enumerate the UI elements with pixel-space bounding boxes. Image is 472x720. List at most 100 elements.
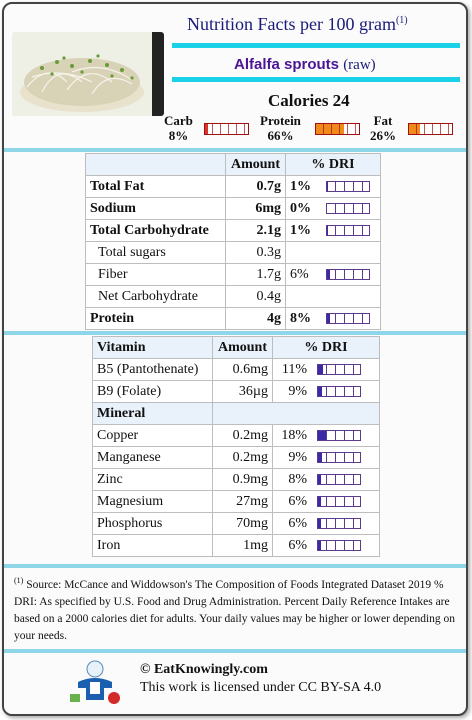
- dri-bar: [326, 203, 370, 214]
- fat-bar: [408, 123, 453, 135]
- nutrient-amount: 0.2mg: [212, 424, 273, 447]
- nutrient-amount: 6mg: [225, 197, 286, 220]
- nutrient-amount: 0.7g: [225, 175, 286, 198]
- dri-percent: 1%: [290, 222, 311, 238]
- nutrient-amount: 0.9mg: [212, 468, 273, 491]
- nutrient-amount: 4g: [225, 307, 286, 330]
- food-name: Alfalfa sprouts (raw): [234, 56, 376, 73]
- nutrient-name: Total Carbohydrate: [85, 219, 226, 242]
- nutrient-amount: 70mg: [212, 512, 273, 535]
- nutrient-dri: 9%: [272, 446, 380, 469]
- nutrient-amount: 0.2mg: [212, 446, 273, 469]
- dri-bar: [317, 474, 361, 485]
- title-underline: [172, 43, 460, 48]
- nutrient-dri: [285, 285, 381, 308]
- dri-bar: [326, 225, 370, 236]
- nutrient-dri: 6%: [285, 263, 381, 286]
- nutrition-card: Nutrition Facts per 100 gram(1) Alfalfa …: [2, 2, 468, 716]
- header-vitamin: Vitamin: [92, 336, 213, 359]
- nutrient-dri: 6%: [272, 512, 380, 535]
- nutrient-amount: 0.4g: [225, 285, 286, 308]
- nutrient-amount: 2.1g: [225, 219, 286, 242]
- nutrient-amount: 27mg: [212, 490, 273, 513]
- nutrient-dri: 9%: [272, 380, 380, 403]
- nutrient-dri: 1%: [285, 175, 381, 198]
- table-row: Total sugars 0.3g: [85, 241, 381, 264]
- header-amount: Amount: [225, 153, 286, 176]
- table-row: B5 (Pantothenate) 0.6mg 11%: [92, 358, 380, 381]
- table-row: Manganese 0.2mg 9%: [92, 446, 380, 469]
- section-divider: [4, 148, 466, 152]
- nutrient-name: Copper: [92, 424, 213, 447]
- nutrient-dri: [285, 241, 381, 264]
- dri-bar: [317, 452, 361, 463]
- macro-carb: Carb 8%: [164, 113, 193, 143]
- dri-bar: [317, 364, 361, 375]
- dri-percent: 6%: [290, 266, 309, 282]
- nutrient-dri: 6%: [272, 490, 380, 513]
- site-name: © EatKnowingly.com: [140, 662, 268, 677]
- dri-percent: 8%: [288, 471, 307, 487]
- nutrient-name: Phosphorus: [92, 512, 213, 535]
- dri-percent: 8%: [290, 310, 311, 326]
- table-row: Net Carbohydrate 0.4g: [85, 285, 381, 308]
- protein-bar: [315, 123, 360, 135]
- dri-percent: 18%: [281, 427, 307, 443]
- dri-percent: 9%: [288, 383, 307, 399]
- macro-fat: Fat 26%: [370, 113, 396, 143]
- table-row: Fiber 1.7g 6%: [85, 263, 381, 286]
- table-row: B9 (Folate) 36µg 9%: [92, 380, 380, 403]
- dri-bar: [326, 181, 370, 192]
- nutrient-name: B9 (Folate): [92, 380, 213, 403]
- table-row: Iron 1mg 6%: [92, 534, 380, 557]
- dri-bar: [317, 540, 361, 551]
- site-logo: [70, 660, 120, 704]
- vitamins-minerals-table: Vitamin Amount % DRI B5 (Pantothenate) 0.…: [92, 336, 380, 557]
- nutrient-dri: 8%: [272, 468, 380, 491]
- dri-bar: [317, 386, 361, 397]
- nutrient-amount: 36µg: [212, 380, 273, 403]
- table-row: Zinc 0.9mg 8%: [92, 468, 380, 491]
- macro-protein: Protein 66%: [260, 113, 301, 143]
- nutrient-name: Magnesium: [92, 490, 213, 513]
- calories-label: Calories 24: [268, 91, 350, 110]
- dri-bar: [326, 313, 370, 324]
- table-row: Protein 4g 8%: [85, 307, 381, 330]
- dri-percent: 6%: [288, 493, 307, 509]
- footnote: (1) Source: McCance and Widdowson's The …: [14, 576, 456, 642]
- carb-bar: [204, 123, 249, 135]
- nutrient-amount: 1mg: [212, 534, 273, 557]
- section-divider: [4, 649, 466, 653]
- dri-bar: [326, 269, 370, 280]
- nutrient-name: Iron: [92, 534, 213, 557]
- header-mineral: Mineral: [92, 402, 213, 425]
- nutrient-name: Total sugars: [85, 241, 226, 264]
- nutrient-dri: 8%: [285, 307, 381, 330]
- header-blank: [85, 153, 226, 176]
- nutrient-dri: 1%: [285, 219, 381, 242]
- nutrient-amount: 1.7g: [225, 263, 286, 286]
- table-row: Sodium 6mg 0%: [85, 197, 381, 220]
- nutrient-dri: 11%: [272, 358, 380, 381]
- dri-percent: 6%: [288, 515, 307, 531]
- license-text: This work is licensed under CC BY-SA 4.0: [140, 680, 382, 695]
- dri-percent: 6%: [288, 537, 307, 553]
- section-divider: [4, 331, 466, 335]
- nutrient-name: Fiber: [85, 263, 226, 286]
- dri-percent: 9%: [288, 449, 307, 465]
- food-name-underline: [172, 77, 460, 82]
- nutrient-name: Protein: [85, 307, 226, 330]
- nutrients-table: Amount % DRI Total Fat 0.7g 1% Sodium 6mg 0% T…: [85, 153, 381, 330]
- header-dri: % DRI: [272, 336, 380, 359]
- section-divider: [4, 564, 466, 568]
- food-photo: [12, 32, 164, 116]
- nutrient-amount: 0.6mg: [212, 358, 273, 381]
- header-dri: % DRI: [285, 153, 381, 176]
- nutrient-name: Total Fat: [85, 175, 226, 198]
- table-row: Copper 0.2mg 18%: [92, 424, 380, 447]
- nutrient-dri: 18%: [272, 424, 380, 447]
- dri-bar: [317, 430, 361, 441]
- dri-bar: [317, 518, 361, 529]
- header-mineral-blank: [212, 402, 380, 425]
- table-row: Magnesium 27mg 6%: [92, 490, 380, 513]
